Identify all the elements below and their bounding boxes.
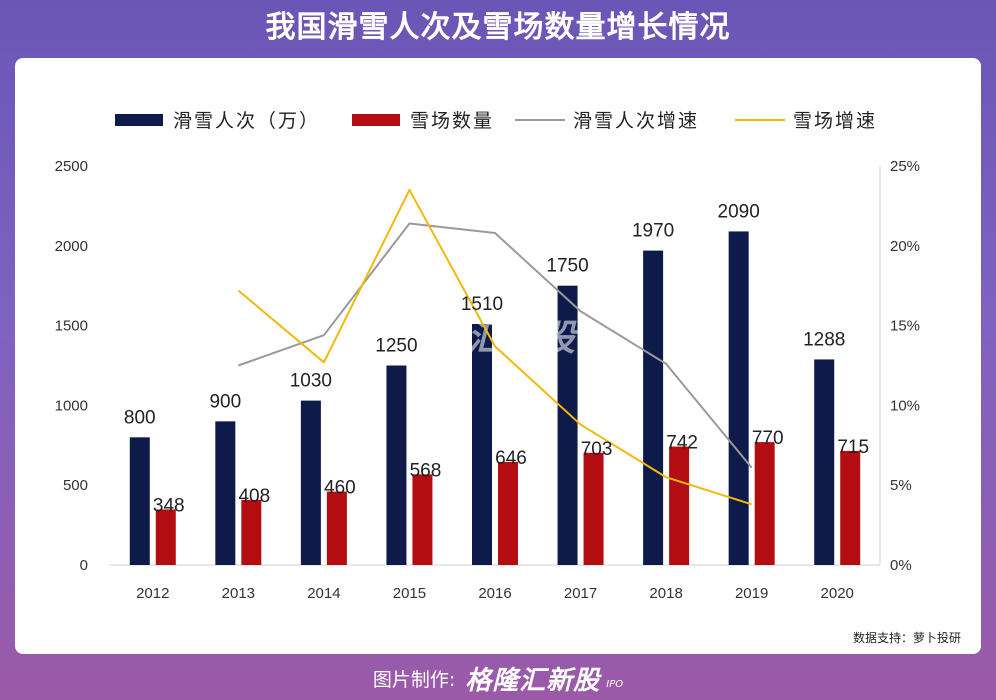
y-right-tick-label: 0% — [890, 557, 912, 574]
bar-resort-count — [155, 509, 176, 565]
y-left-tick-label: 2000 — [55, 238, 88, 255]
data-label-resort-count: 408 — [238, 486, 270, 507]
page-title: 我国滑雪人次及雪场数量增长情况 — [265, 10, 731, 45]
bar-resort-count — [840, 450, 861, 565]
watermark-sub-text: IPO — [668, 347, 691, 361]
y-left-tick-label: 1000 — [55, 397, 88, 414]
footer: 图片制作: 格隆汇新股 IPO — [0, 656, 996, 700]
data-label-skier-visits: 1970 — [632, 221, 674, 242]
data-label-skier-visits: 800 — [124, 407, 156, 428]
x-tick-label: 2017 — [564, 585, 597, 602]
x-tick-label: 2020 — [821, 585, 854, 602]
data-label-skier-visits: 1250 — [375, 336, 417, 357]
x-tick-label: 2012 — [136, 585, 169, 602]
bar-resort-count — [241, 499, 262, 565]
data-label-resort-count: 715 — [837, 437, 869, 458]
bar-skier-visits — [643, 250, 664, 565]
data-label-skier-visits: 1288 — [803, 329, 845, 350]
watermark-text: 格隆汇新股 — [395, 318, 579, 359]
data-label-resort-count: 703 — [581, 439, 613, 460]
bar-resort-count — [498, 461, 518, 565]
data-label-resort-count: 568 — [410, 460, 442, 481]
bar-resort-count — [326, 491, 347, 565]
data-label-resort-count: 460 — [324, 478, 356, 499]
bar-skier-visits — [215, 421, 236, 565]
chart-card: 0 500 1000 1500 2000 2500 0% 5% 10% 15% 20% 25% 2012… — [15, 58, 981, 654]
data-label-resort-count: 770 — [752, 428, 784, 449]
x-tick-label: 2018 — [649, 585, 682, 602]
data-label-skier-visits: 1510 — [461, 294, 503, 315]
y-right-tick-label: 5% — [890, 477, 912, 494]
line-skier-growth — [237, 222, 753, 469]
legend-label: 滑雪人次（万） — [173, 110, 320, 132]
legend-swatch — [115, 114, 163, 126]
y-left-tick-label: 1500 — [55, 318, 88, 335]
y-right-tick-label: 15% — [890, 318, 920, 335]
bar-skier-visits — [472, 324, 492, 565]
bar-resort-count — [412, 474, 433, 565]
y-right-tick-label: 20% — [890, 238, 920, 255]
bar-skier-visits — [814, 359, 835, 565]
line-resort-growth — [237, 188, 752, 506]
bar-skier-visits — [129, 437, 150, 565]
brand-logo: 格隆汇新股 — [465, 665, 601, 696]
data-label-skier-visits: 2090 — [718, 201, 760, 222]
data-label-skier-visits: 1030 — [290, 371, 332, 392]
legend-swatch — [352, 114, 400, 126]
data-label-resort-count: 742 — [666, 433, 698, 454]
bar-resort-count — [669, 446, 690, 565]
bar-skier-visits — [386, 365, 407, 565]
data-label-resort-count: 348 — [153, 495, 185, 516]
x-tick-label: 2013 — [222, 585, 255, 602]
y-left-tick-label: 2500 — [55, 158, 88, 175]
chart: 0 500 1000 1500 2000 2500 0% 5% 10% 15% 20% 25% 2012… — [55, 110, 920, 602]
x-tick-label: 2015 — [393, 585, 426, 602]
legend-label: 雪场数量 — [410, 110, 494, 132]
y-left-tick-label: 0 — [80, 557, 88, 574]
y-right-tick-label: 10% — [890, 397, 920, 414]
bar-skier-visits — [557, 285, 578, 565]
data-label-skier-visits: 1750 — [546, 256, 588, 277]
bar-resort-count — [754, 442, 775, 565]
data-label-resort-count: 646 — [495, 448, 527, 469]
y-left-tick-label: 500 — [63, 477, 88, 494]
data-label-skier-visits: 900 — [209, 391, 241, 412]
legend-label: 滑雪人次增速 — [573, 110, 699, 132]
brand-logo-sub: IPO — [606, 679, 624, 690]
legend-label: 雪场增速 — [793, 110, 877, 132]
footer-label: 图片制作: — [372, 668, 456, 691]
bar-skier-visits — [728, 231, 749, 565]
bar-resort-count — [583, 452, 604, 565]
y-right-tick-label: 25% — [890, 158, 920, 175]
bar-skier-visits — [300, 400, 321, 565]
x-tick-label: 2014 — [307, 585, 340, 602]
source-credit: 数据支持：萝卜投研 — [852, 631, 961, 645]
x-tick-label: 2016 — [478, 585, 511, 602]
x-tick-label: 2019 — [735, 585, 768, 602]
